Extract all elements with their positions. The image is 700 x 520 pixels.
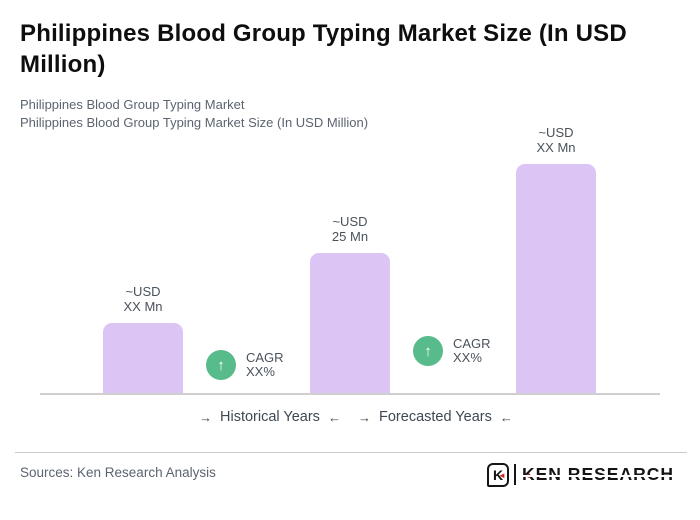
cagr-label: CAGR — [453, 335, 491, 351]
subtitle-line-1: Philippines Blood Group Typing Market — [20, 97, 245, 112]
ken-research-logo: K ◄ KEN RESEARCH ◄ — [487, 461, 675, 488]
axis-group-forecasted: → Forecasted Years ← — [358, 409, 513, 425]
logo-wordmark-wrap: KEN RESEARCH ◄ — [522, 464, 675, 485]
footer-divider — [15, 452, 687, 453]
ken-research-logo-icon: K ◄ — [487, 462, 509, 487]
up-arrow-icon: ↑ — [424, 342, 432, 360]
axis-group-label: Forecasted Years — [379, 409, 492, 425]
page-title: Philippines Blood Group Typing Market Si… — [20, 20, 627, 78]
bar-value-label: ~USD XX Mn — [93, 284, 193, 314]
bar-label-line2: XX Mn — [536, 140, 576, 155]
bar-value-label: ~USD XX Mn — [506, 125, 606, 155]
cagr-badge-2: ↑ CAGR XX% — [413, 336, 491, 366]
arrow-left-icon: ← — [327, 409, 341, 425]
bar-label-line2: 25 Mn — [331, 229, 369, 244]
bar-label-line1: ~USD — [332, 214, 368, 229]
cagr-value: XX% — [246, 364, 275, 379]
logo-letter: K — [492, 466, 504, 483]
growth-circle: ↑ — [413, 336, 443, 366]
arrow-right-icon: → — [358, 409, 371, 425]
bar-forecasted: ~USD XX Mn — [516, 125, 596, 393]
bar-historical-2: ~USD 25 Mn — [310, 214, 390, 393]
arrow-left-icon: ← — [499, 409, 513, 425]
bar-value-label: ~USD 25 Mn — [300, 214, 400, 244]
sources-text: Sources: Ken Research Analysis — [20, 465, 216, 480]
logo-red-triangle-icon: ◄ — [498, 470, 506, 480]
cagr-label: CAGR — [246, 349, 284, 365]
cagr-badge-1: ↑ CAGR XX% — [206, 350, 284, 380]
axis-group-historical: → Historical Years ← — [199, 409, 341, 425]
wordmark-red-triangle-icon: ◄ — [523, 471, 531, 480]
cagr-text: CAGR XX% — [453, 335, 491, 366]
logo-wordmark: KEN RESEARCH — [522, 464, 675, 484]
cagr-text: CAGR XX% — [246, 349, 284, 380]
axis-group-label: Historical Years — [220, 409, 320, 425]
subtitle-line-2: Philippines Blood Group Typing Market Si… — [20, 115, 369, 130]
bar-label-line2: XX Mn — [123, 299, 163, 314]
cagr-value: XX% — [453, 350, 482, 365]
up-arrow-icon: ↑ — [217, 356, 225, 374]
arrow-right-icon: → — [199, 409, 212, 425]
logo-separator — [514, 464, 516, 485]
x-axis-line — [40, 393, 660, 395]
chart-subtitle: Philippines Blood Group Typing Market Ph… — [20, 96, 620, 132]
bar-label-line1: ~USD — [125, 284, 161, 299]
growth-circle: ↑ — [206, 350, 236, 380]
bar-label-line1: ~USD — [538, 125, 574, 140]
bar-historical-1: ~USD XX Mn — [103, 284, 183, 393]
